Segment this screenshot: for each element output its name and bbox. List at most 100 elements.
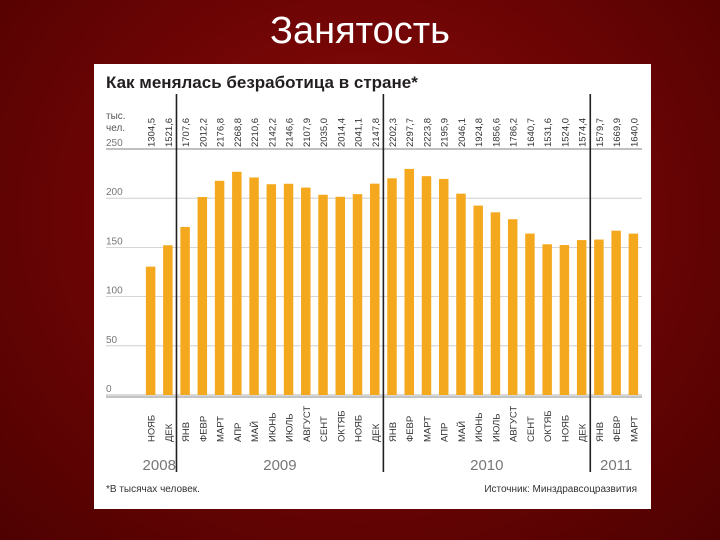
value-label: 1579,7 (595, 118, 606, 147)
bar (352, 194, 363, 395)
bar (594, 239, 604, 395)
bar (507, 219, 518, 395)
value-label: 1304,5 (147, 118, 158, 147)
value-label: 2014,4 (336, 118, 347, 147)
bar (387, 178, 397, 395)
slide-title: Занятость (270, 10, 450, 52)
category-label: МАРТ (216, 416, 227, 442)
bar (197, 196, 208, 395)
value-label: 2268,8 (233, 118, 244, 147)
bar (266, 184, 277, 395)
category-label: ДЕК (164, 423, 175, 442)
category-label: ФЕВР (612, 416, 623, 442)
category-label: ФЕВР (198, 416, 209, 442)
unit-label-line1: тыс. (106, 111, 126, 122)
bar (525, 233, 535, 395)
category-label: МАРТ (629, 416, 640, 442)
bar (576, 240, 587, 395)
value-label: 2046,1 (457, 118, 468, 147)
category-label: СЕНТ (526, 416, 537, 442)
category-label: ЯНВ (181, 422, 192, 442)
bar (180, 226, 190, 395)
bar (490, 212, 501, 395)
value-label: 2223,8 (422, 118, 433, 147)
bar (456, 193, 466, 395)
category-label: ОКТЯБ (543, 410, 554, 442)
value-label: 1786,2 (509, 118, 520, 147)
category-label: НОЯБ (354, 415, 365, 442)
year-labels: 2008 2009 2010 2011 (143, 457, 633, 474)
year-label: 2011 (600, 457, 632, 474)
value-label: 2107,9 (302, 118, 313, 147)
value-label: 2147,8 (371, 118, 382, 147)
value-label: 1640,7 (526, 118, 537, 147)
bar (301, 187, 311, 395)
value-label: 2012,2 (198, 118, 209, 147)
category-label: АВГУСТ (302, 406, 313, 442)
category-label: ОКТЯБ (336, 410, 347, 442)
bar (559, 245, 570, 395)
y-tick-label: 150 (106, 236, 123, 247)
bar (335, 196, 346, 395)
value-label: 1531,6 (543, 118, 554, 147)
y-tick-label: 100 (106, 286, 123, 297)
year-label: 2010 (470, 457, 503, 474)
category-label: ИЮНЬ (474, 412, 485, 442)
value-label: 2142,2 (267, 118, 278, 147)
year-label: 2009 (263, 457, 296, 474)
bar (628, 233, 639, 395)
value-label: 2035,0 (319, 118, 330, 147)
source-note: Источник: Минздравсоцразвития (484, 484, 637, 495)
category-label: ЯНВ (388, 422, 399, 442)
value-label: 2297,7 (405, 118, 416, 147)
category-label: ИЮНЬ (267, 412, 278, 442)
footnote: *В тысячах человек. (106, 484, 200, 495)
y-tick-label: 200 (106, 187, 123, 198)
chart-panel: Как менялась безработица в стране* тыс. … (94, 64, 651, 509)
unit-label-line2: чел. (106, 123, 125, 134)
category-labels: НОЯБ ДЕК ЯНВ ФЕВР МАРТ АПР МАЙ ИЮНЬ ИЮЛЬ АВГУСТ СЕ… (147, 406, 641, 442)
chart-title: Как менялась безработица в стране* (106, 73, 418, 92)
value-label: 1524,0 (560, 118, 571, 147)
y-axis-labels: 250 200 150 100 50 0 (106, 138, 123, 395)
value-label: 2176,8 (216, 118, 227, 147)
bar (232, 171, 242, 395)
bar (473, 205, 483, 395)
category-label: ДЕК (578, 423, 589, 442)
bar (283, 183, 294, 395)
y-tick-label: 50 (106, 335, 118, 346)
value-label: 1669,9 (612, 118, 623, 147)
value-label: 2210,6 (250, 118, 261, 147)
bar (611, 230, 621, 395)
year-separators (175, 94, 592, 472)
value-label: 1574,4 (578, 118, 589, 147)
value-label: 2202,3 (388, 118, 399, 147)
value-label: 1521,6 (164, 118, 175, 147)
value-label: 1856,6 (491, 118, 502, 147)
category-label: АПР (233, 423, 244, 442)
bar (404, 168, 414, 395)
bar (249, 177, 259, 395)
category-label: НОЯБ (560, 415, 571, 442)
bar (421, 176, 432, 395)
bar (145, 266, 156, 395)
y-tick-label: 250 (106, 138, 123, 149)
category-label: НОЯБ (147, 415, 158, 442)
value-label: 1707,6 (181, 118, 192, 147)
category-label: АВГУСТ (509, 406, 520, 442)
year-label: 2008 (143, 457, 176, 474)
value-labels: 1304,5 1521,6 1707,6 2012,2 2176,8 2268,8 2210… (147, 118, 641, 147)
bar (163, 245, 173, 395)
y-tick-label: 0 (106, 384, 112, 395)
bar (438, 178, 449, 395)
bars (145, 168, 639, 395)
bar (542, 244, 552, 395)
category-label: АПР (440, 423, 451, 442)
category-label: ЯНВ (595, 422, 606, 442)
bar (318, 194, 328, 395)
category-label: ДЕК (371, 423, 382, 442)
bar (370, 183, 380, 395)
value-label: 2195,9 (440, 118, 451, 147)
category-label: ИЮЛЬ (491, 414, 502, 442)
unemployment-chart: Как менялась безработица в стране* тыс. … (106, 73, 642, 495)
